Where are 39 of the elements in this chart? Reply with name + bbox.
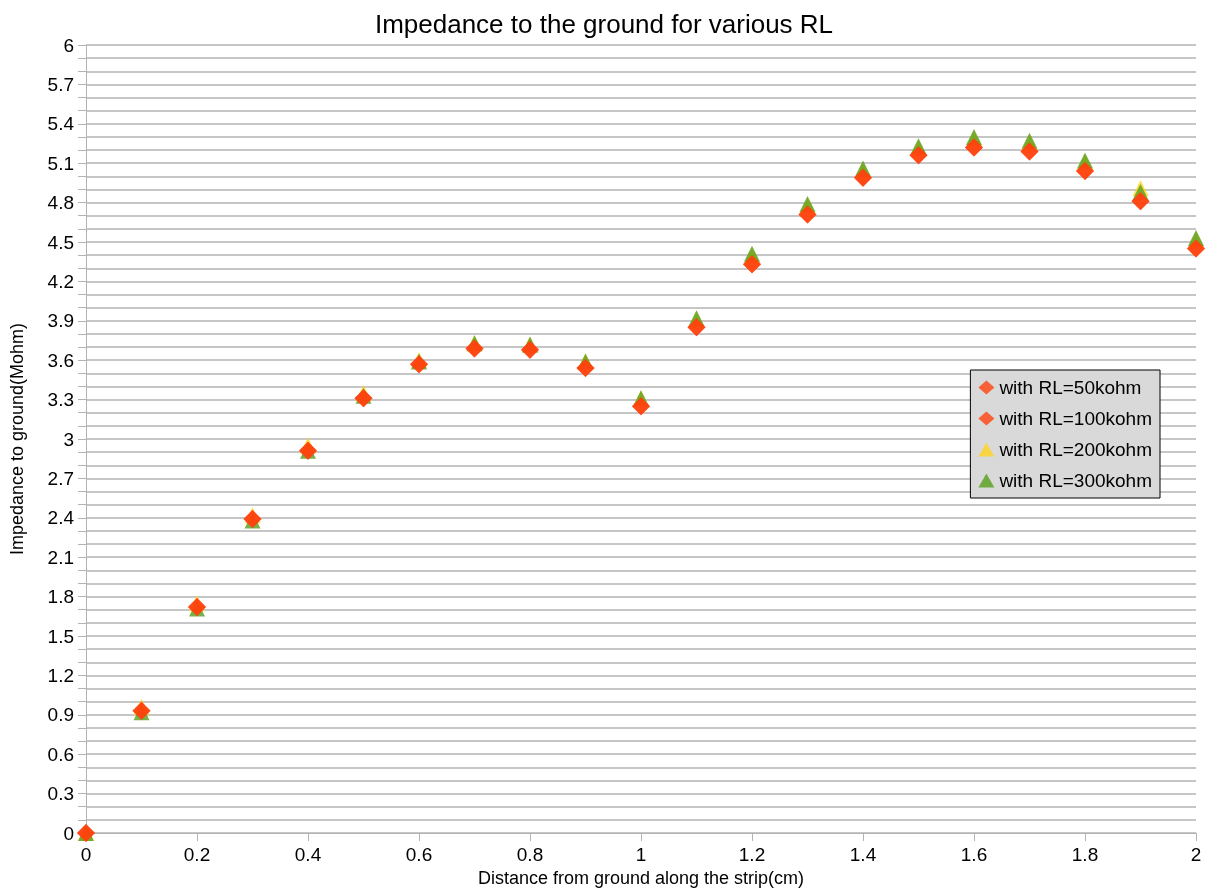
x-tick-label: 0.8 <box>516 844 544 865</box>
y-tick-label: 5.1 <box>47 152 74 174</box>
x-tick-label: 0.2 <box>183 844 211 865</box>
y-tick-label: 1.5 <box>47 625 74 647</box>
x-tick-label: 0 <box>80 844 92 865</box>
y-tick-label: 3.3 <box>47 389 74 411</box>
x-tick-label: 1 <box>635 844 647 865</box>
y-tick-label: 1.8 <box>47 586 74 608</box>
y-tick-label: 3.6 <box>47 349 74 371</box>
x-tick-label: 0.6 <box>405 844 433 865</box>
y-tick-label: 2.7 <box>47 467 74 489</box>
y-axis-title: Impedance to ground(Mohm) <box>7 322 27 556</box>
y-tick-label: 0.9 <box>47 704 74 726</box>
y-tick-label: 5.7 <box>47 73 74 95</box>
x-tick-label: 1.4 <box>849 844 877 865</box>
x-tick-label: 1.8 <box>1071 844 1099 865</box>
y-tick-label: 2.1 <box>47 546 74 568</box>
x-tick-label: 1.2 <box>738 844 766 865</box>
y-tick-label: 0.3 <box>47 783 74 805</box>
y-tick-label: 2.4 <box>47 507 75 529</box>
y-tick-label: 6 <box>63 34 74 56</box>
chart-title: Impedance to the ground for various RL <box>374 9 834 39</box>
y-tick-label: 4.8 <box>47 192 74 214</box>
x-tick-label: 1.6 <box>960 844 988 865</box>
y-tick-label: 1.2 <box>47 664 74 686</box>
y-tick-label: 4.5 <box>47 231 74 253</box>
legend-label: with RL=50kohm <box>998 377 1142 398</box>
y-tick-label: 5.4 <box>47 113 75 135</box>
y-tick-label: 3 <box>63 428 74 450</box>
y-tick-label: 0 <box>63 822 74 844</box>
legend-label: with RL=200kohm <box>998 439 1153 460</box>
legend-label: with RL=300kohm <box>998 470 1153 491</box>
y-tick-label: 3.9 <box>47 310 74 332</box>
y-tick-label: 4.2 <box>47 270 74 292</box>
x-tick-label: 0.4 <box>294 844 322 865</box>
y-tick-label: 0.6 <box>47 743 74 765</box>
legend-label: with RL=100kohm <box>998 408 1153 429</box>
x-tick-label: 2 <box>1190 844 1202 865</box>
x-axis-title: Distance from ground along the strip(cm) <box>477 868 805 888</box>
